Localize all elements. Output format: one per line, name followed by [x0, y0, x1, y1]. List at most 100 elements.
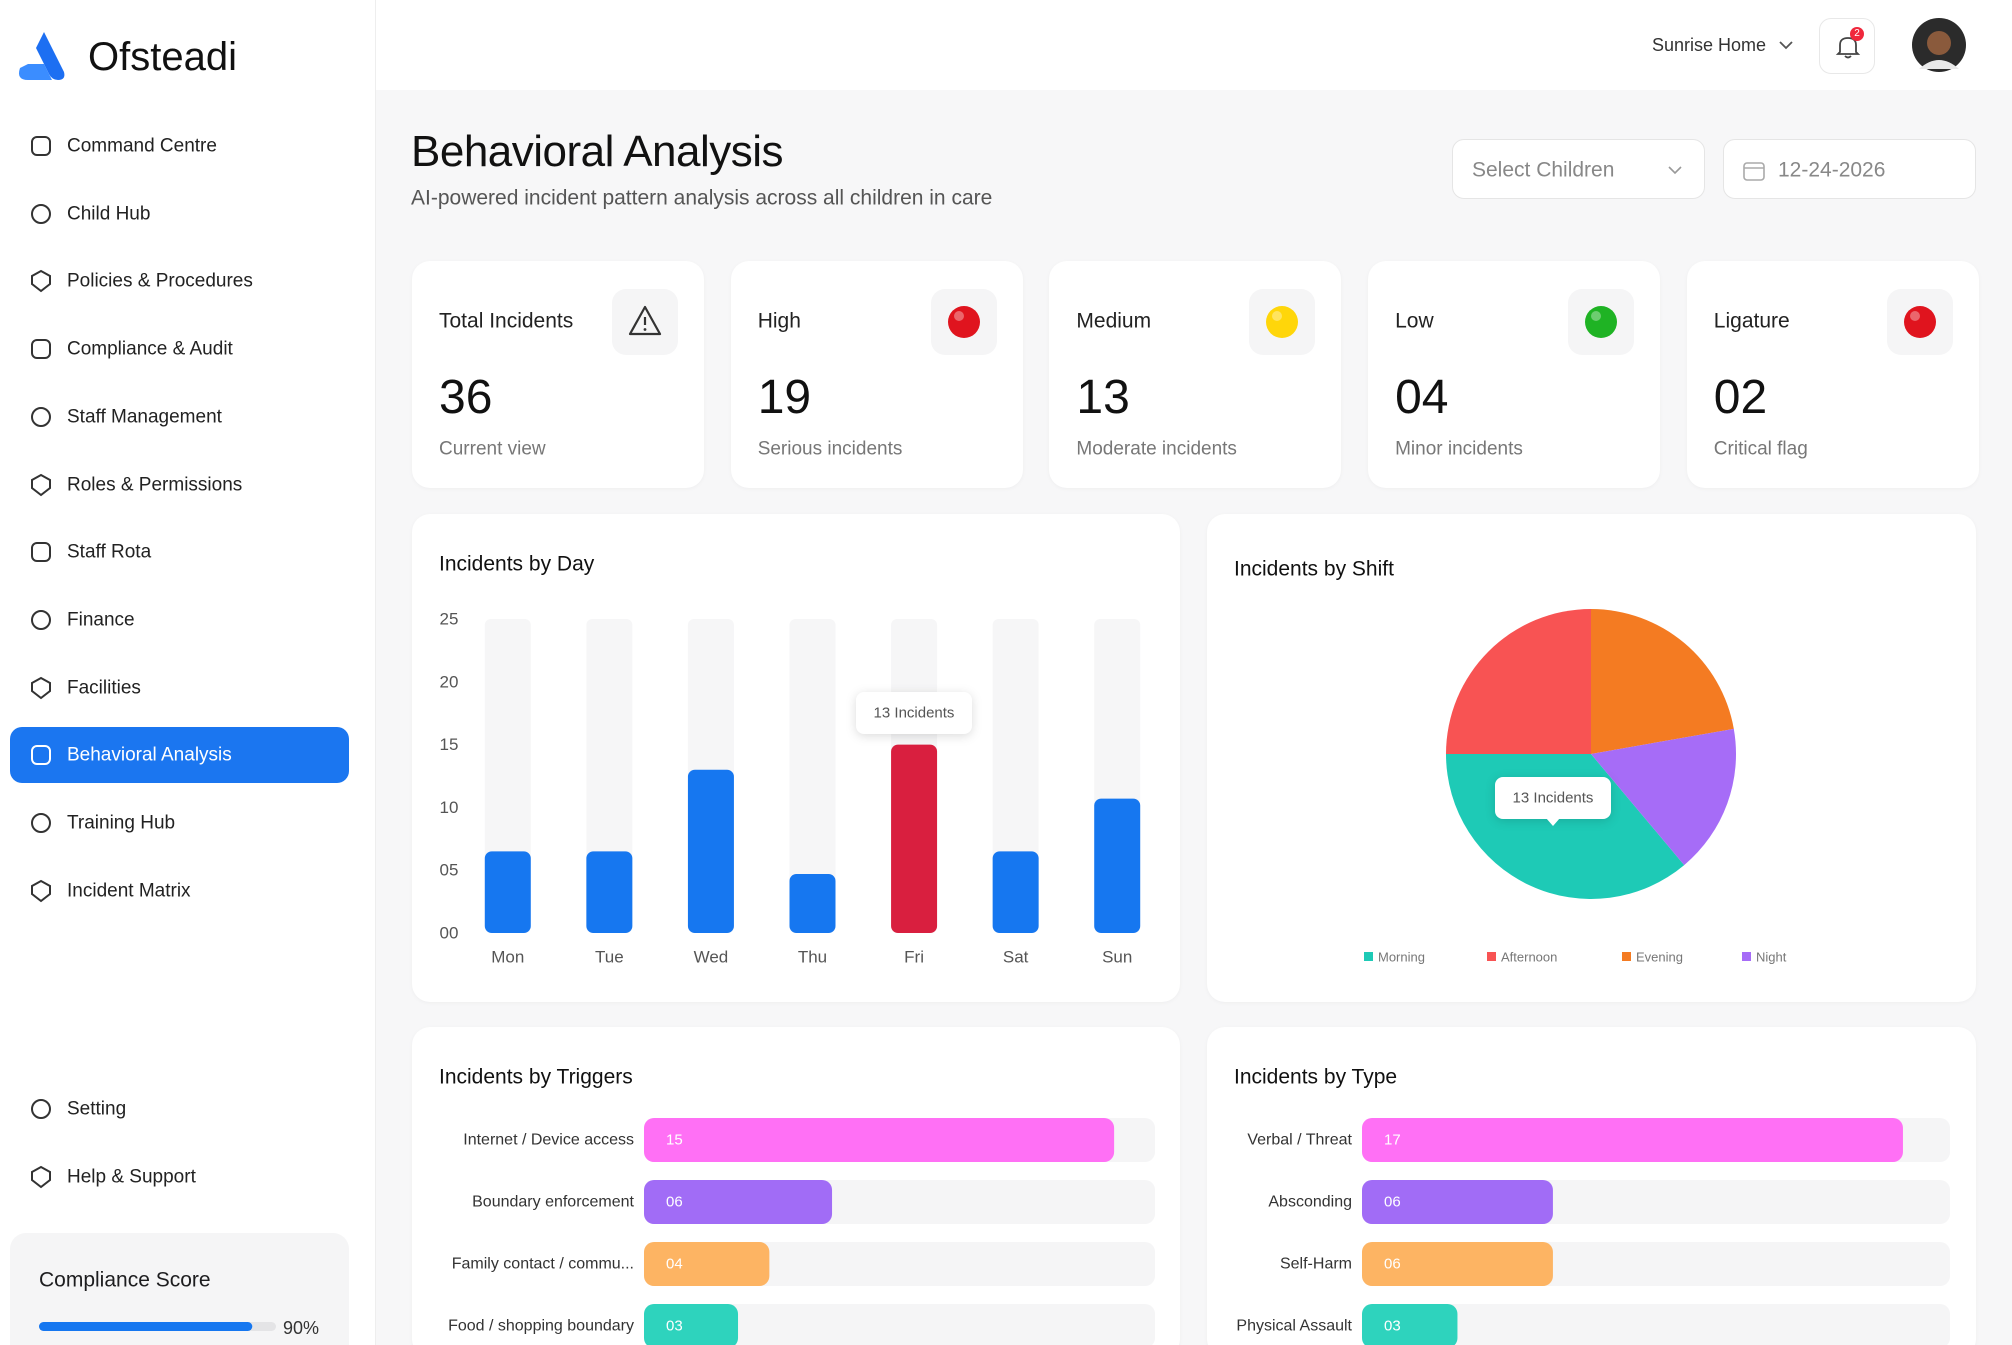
- logo-icon: [19, 32, 65, 80]
- tooltip-pointer: [1546, 818, 1560, 826]
- severity-dot: [1585, 306, 1618, 338]
- nav-item[interactable]: Roles & Permissions: [10, 457, 349, 513]
- nav-item[interactable]: Policies & Procedures: [10, 253, 349, 309]
- pie-slice: [1591, 728, 1736, 866]
- stat-value: 04: [1395, 371, 1449, 424]
- nav-item[interactable]: Staff Management: [10, 389, 349, 445]
- stat-label: Total Incidents: [439, 309, 574, 333]
- y-tick-label: 25: [440, 610, 459, 629]
- icon-shape: [31, 203, 51, 224]
- dot-shine: [1909, 311, 1920, 321]
- value-label: 04: [666, 1256, 683, 1273]
- x-tick-label: Sat: [1003, 948, 1029, 967]
- bar: [644, 1242, 770, 1286]
- stat-icon: [930, 289, 997, 355]
- chart-card: Incidents by Triggers Internet / Device a…: [412, 1027, 1180, 1345]
- value-label: 06: [1384, 1194, 1401, 1211]
- chart: Incidents by Type Verbal / Threat 17 Abscon…: [1234, 1066, 1950, 1345]
- nav-icon: [31, 813, 51, 833]
- nav-label: Training Hub: [67, 812, 176, 834]
- y-tick-label: 15: [440, 735, 459, 754]
- bar: [1094, 798, 1141, 933]
- select-placeholder: Select Children: [1472, 158, 1615, 182]
- nav-item[interactable]: Command Centre: [10, 118, 349, 174]
- nav-label: Compliance & Audit: [67, 338, 233, 360]
- bar: [992, 851, 1039, 933]
- category-label: Self-Harm: [1280, 1256, 1352, 1273]
- tooltip-box: [1495, 777, 1611, 819]
- stat-note: Moderate incidents: [1076, 438, 1237, 460]
- severity-dot: [1266, 306, 1299, 338]
- category-label: Food / shopping boundary: [448, 1318, 634, 1335]
- icon-shape: [31, 136, 51, 156]
- bar: [484, 851, 531, 933]
- nav-item[interactable]: Compliance & Audit: [10, 321, 349, 377]
- x-tick-label: Tue: [595, 948, 624, 967]
- bar: [644, 1180, 833, 1224]
- tooltip-text: 13 Incidents: [874, 705, 955, 722]
- nav-label: Policies & Procedures: [67, 270, 253, 292]
- location-select[interactable]: Sunrise Home: [1652, 35, 1767, 55]
- category-label: Boundary enforcement: [472, 1194, 634, 1211]
- nav-item[interactable]: Incident Matrix: [10, 863, 349, 919]
- compliance-card: Compliance Score 90%: [10, 1233, 349, 1345]
- sidebar: Ofsteadi Command Centre Child Hub Policies …: [0, 0, 376, 1345]
- nav-label: Child Hub: [67, 203, 151, 225]
- dot-shine: [1591, 311, 1602, 321]
- nav-item[interactable]: Training Hub: [10, 795, 349, 851]
- icon-shape: [31, 879, 51, 902]
- stat-label: Ligature: [1713, 309, 1790, 333]
- icon-shape: [31, 406, 51, 427]
- chart-title: Incidents by Day: [439, 553, 595, 576]
- date-picker[interactable]: 12-24-2026: [1723, 139, 1976, 199]
- category-label: Physical Assault: [1236, 1318, 1352, 1335]
- page-title: Behavioral Analysis: [411, 127, 784, 176]
- nav-item[interactable]: Staff Rota: [10, 524, 349, 580]
- category-label: Family contact / commu...: [452, 1256, 634, 1273]
- y-tick-label: 10: [440, 798, 459, 817]
- x-tick-label: Fri: [904, 948, 924, 967]
- nav-icon: [31, 542, 51, 563]
- compliance-title: Compliance Score: [39, 1268, 211, 1292]
- icon-shape: [31, 473, 51, 496]
- icon-shape: [31, 270, 51, 293]
- notification-button[interactable]: 2: [1819, 18, 1875, 74]
- nav-icon: [31, 203, 51, 224]
- bell-icon: [1835, 37, 1861, 59]
- nav-icon: [31, 136, 51, 156]
- stat-icon: [612, 289, 678, 355]
- bar: [1362, 1118, 1903, 1162]
- icon-shape: [31, 1165, 51, 1189]
- bar-track: [644, 1242, 1155, 1286]
- bar-track: [644, 1304, 1155, 1345]
- stat-icon: [1886, 289, 1953, 355]
- value-label: 17: [1384, 1132, 1401, 1149]
- chart-card: Incidents by Type Verbal / Threat 17 Abscon…: [1207, 1027, 1976, 1345]
- notification-badge: 2: [1850, 27, 1864, 41]
- progress-fill: [39, 1322, 253, 1331]
- nav-label: Setting: [67, 1098, 127, 1120]
- nav-item[interactable]: Behavioral Analysis: [10, 727, 349, 784]
- stat-card: Total Incidents 36 Current view: [412, 261, 704, 488]
- legend-label: Evening: [1636, 950, 1683, 965]
- logo-shape: [36, 32, 65, 80]
- dot-shine: [1272, 311, 1283, 321]
- legend-swatch: [1364, 952, 1373, 961]
- nav-item[interactable]: Finance: [10, 592, 349, 648]
- nav-item[interactable]: Setting: [10, 1081, 349, 1137]
- value-label: 06: [666, 1194, 683, 1211]
- x-tick-label: Sun: [1102, 948, 1132, 967]
- stat-note: Serious incidents: [757, 438, 903, 460]
- nav-item[interactable]: Help & Support: [10, 1149, 349, 1205]
- bar: [891, 744, 938, 933]
- children-select[interactable]: Select Children: [1452, 139, 1705, 199]
- nav-icon: [31, 406, 51, 427]
- nav-item[interactable]: Child Hub: [10, 186, 349, 242]
- nav-item[interactable]: Facilities: [10, 660, 349, 716]
- chart-title: Incidents by Triggers: [439, 1066, 633, 1089]
- chart: Incidents by Shift Morning Afternoon Evenin…: [1234, 558, 1787, 965]
- stat-label: Low: [1395, 309, 1434, 333]
- nav-icon: [31, 339, 51, 360]
- bar-track: [789, 619, 836, 933]
